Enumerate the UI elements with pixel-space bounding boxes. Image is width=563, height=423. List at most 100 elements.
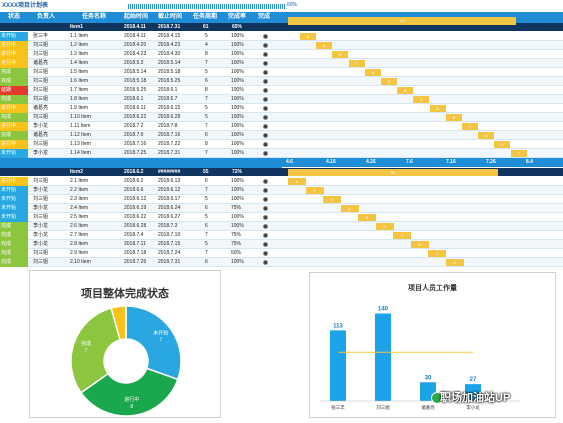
rate-cell: 100% — [231, 96, 244, 102]
table-row[interactable]: 延期 刘三姐 1.7 Item 2018.5.25 2018.6.1 8 100% 8 — [0, 86, 563, 95]
table-row[interactable]: 完成 李小龙 2.8 Item 2018.7.11 2018.7.15 5 75% 5 — [0, 240, 563, 249]
pie-slice[interactable] — [80, 367, 179, 417]
gantt-bar[interactable]: 5 — [410, 241, 429, 248]
table-row[interactable]: 完成 刘三姐 2.9 Item 2018.7.18 2018.7.24 7 50% 7 — [0, 249, 563, 258]
col-end[interactable]: 截止时间 — [158, 14, 183, 20]
col-status[interactable]: 状态 — [8, 14, 21, 20]
gantt-bar[interactable]: 6 — [445, 259, 464, 266]
gantt-bar[interactable]: 8 — [332, 51, 349, 58]
completion-icon — [263, 133, 268, 138]
owner-cell: 刘三姐 — [33, 250, 49, 256]
scale-tick-label: 8.4 — [526, 159, 533, 165]
gantt-bar[interactable]: 4 — [316, 42, 333, 49]
bar[interactable] — [375, 313, 391, 402]
bar[interactable] — [465, 384, 481, 401]
rate-cell: 100% — [231, 114, 244, 120]
table-row[interactable]: 进行中 刘三姐 1.13 Item 2018.7.16 2018.7.22 8 100% 8 — [0, 140, 563, 149]
task-cell: 2.7 Item — [70, 232, 89, 238]
gantt-bar[interactable]: 5 — [364, 69, 381, 76]
item2-summary-row[interactable]: Item2 2018.6.2 ######## 55 72% — [0, 168, 282, 176]
gantt-bar[interactable]: 5 — [358, 214, 376, 221]
pie-slice[interactable] — [110, 305, 127, 341]
col-start[interactable]: 起始时间 — [124, 14, 149, 20]
pie-slice[interactable] — [125, 305, 182, 381]
table-row[interactable]: 未开始 刘三姐 2.3 Item 2018.6.12 2018.6.17 5 100% 5 — [0, 195, 563, 204]
completion-icon — [263, 34, 268, 39]
gantt-bar[interactable]: 7 — [348, 60, 365, 67]
gantt-bar[interactable]: 5 — [300, 33, 316, 40]
days-cell: 7 — [205, 60, 208, 66]
item1-summary-bar[interactable]: 111 — [288, 17, 516, 25]
table-row[interactable]: 未开始 李小龙 1.14 Item 2018.7.25 2018.7.31 7 100% 7 — [0, 149, 563, 158]
owner-cell: 诸葛亮 — [33, 60, 49, 66]
gantt-bar[interactable]: 7 — [428, 250, 446, 257]
start-cell: 2018.6.22 — [124, 114, 147, 120]
bar[interactable] — [330, 330, 346, 401]
completion-icon — [263, 142, 268, 147]
task-cell: 1.7 Item — [70, 87, 89, 93]
gantt-bar[interactable]: 7 — [393, 232, 411, 239]
gantt-bar[interactable]: 8 — [494, 141, 511, 148]
gantt-bar[interactable]: 6 — [340, 205, 359, 212]
gantt-bar[interactable]: 7 — [510, 150, 527, 157]
table-row[interactable]: 完成 李小龙 2.6 Item 2018.6.28 2018.7.3 6 100% 6 — [0, 222, 563, 231]
status-cell: 进行中 — [0, 177, 28, 186]
status-cell: 进行中 — [0, 140, 28, 149]
gantt-bar[interactable]: 5 — [323, 196, 341, 203]
table-row[interactable]: 完成 刘三姐 1.6 Item 2018.5.18 2018.5.25 6 100% 6 — [0, 77, 563, 86]
gantt-bar[interactable]: 6 — [288, 178, 306, 185]
table-row[interactable]: 未开始 刘三姐 2.5 Item 2018.6.22 2018.6.27 5 100% 5 — [0, 213, 563, 222]
gantt-bar[interactable]: 6 — [478, 132, 495, 139]
gantt-bar[interactable]: 6 — [381, 78, 397, 85]
col-rate[interactable]: 完成率 — [228, 14, 247, 20]
col-done[interactable]: 完成 — [258, 14, 271, 20]
gantt-bar[interactable]: 8 — [397, 87, 414, 94]
item1-rate: 65% — [232, 24, 243, 30]
table-row[interactable]: 进行中 刘三姐 1.3 Item 2018.4.23 2018.4.30 8 100% 8 — [0, 50, 563, 59]
gantt-bar[interactable]: 7 — [413, 96, 430, 103]
table-row[interactable]: 进行中 李小龙 1.11 Item 2018.7.2 2018.7.8 7 100% 7 — [0, 122, 563, 131]
pie-slice[interactable] — [70, 307, 121, 394]
gantt-bar[interactable]: 6 — [375, 223, 394, 230]
col-duration[interactable]: 任务周期 — [193, 14, 218, 20]
item2-duration: 55 — [203, 169, 209, 175]
pie-slice-label: 未开始 — [153, 329, 168, 336]
table-row[interactable]: 完成 刘三姐 2.10 Item 2018.7.26 2018.7.31 6 100% 6 — [0, 258, 563, 267]
gantt-bar[interactable]: 5 — [445, 114, 462, 121]
table-row[interactable]: 完成 刘三姐 1.8 Item 2018.6.1 2018.6.7 7 100% 7 — [0, 95, 563, 104]
table-row[interactable]: 进行中 诸葛亮 1.4 Item 2018.5.3 2018.5.14 7 100% 7 — [0, 59, 563, 68]
status-cell: 完成 — [0, 68, 28, 77]
col-task[interactable]: 任务名称 — [82, 14, 107, 20]
task-cell: 1.14 Item — [70, 150, 91, 156]
task-cell: 1.13 Item — [70, 141, 91, 147]
end-cell: 2018.6.17 — [158, 196, 181, 202]
task-cell: 1.1 Item — [70, 33, 89, 39]
col-owner[interactable]: 负责人 — [37, 14, 56, 20]
table-row[interactable]: 完成 诸葛亮 1.12 Item 2018.7.9 2018.7.16 6 100% 6 — [0, 131, 563, 140]
gantt-bar[interactable]: 5 — [429, 105, 446, 112]
owner-cell: 李小龙 — [33, 232, 49, 238]
pie-chart-panel[interactable]: 项目整体完成状态 未开始 7 进行中 8 完成 7 — [29, 270, 221, 418]
table-row[interactable]: 完成 刘三姐 1.5 Item 2018.5.14 2018.5.18 5 100% 5 — [0, 68, 563, 77]
table-row[interactable]: 完成 刘三姐 1.10 Item 2018.6.22 2018.6.28 5 100% 5 — [0, 113, 563, 122]
table-row[interactable]: 完成 李小龙 2.7 Item 2018.7.4 2018.7.10 7 75% 7 — [0, 231, 563, 240]
table-row[interactable]: 进行中 诸葛亮 1.9 Item 2018.6.11 2018.6.15 5 100% 5 — [0, 104, 563, 113]
gantt-bar[interactable]: 7 — [462, 123, 478, 130]
table-row[interactable]: 未开始 张三丰 1.1 Item 2018.4.11 2018.4.15 5 100% 5 — [0, 32, 563, 41]
task-cell: 1.12 Item — [70, 132, 91, 138]
table-row[interactable]: 未开始 李小龙 2.2 Item 2018.6.6 2018.6.12 7 100% 7 — [0, 186, 563, 195]
task-cell: 2.3 Item — [70, 196, 89, 202]
table-row[interactable]: 未开始 李小龙 2.4 Item 2018.6.19 2018.6.24 6 75% 6 — [0, 204, 563, 213]
table-row[interactable]: 进行中 刘三姐 2.1 Item 2018.6.2 2018.6.13 6 100% 6 — [0, 177, 563, 186]
item1-duration: 61 — [203, 24, 209, 30]
completion-icon — [263, 215, 268, 220]
gantt-bar[interactable]: 7 — [305, 187, 324, 194]
item2-summary-bar[interactable]: 55 — [288, 169, 498, 176]
table-row[interactable]: 进行中 刘三姐 1.2 Item 2018.4.20 2018.4.23 4 100% 4 — [0, 41, 563, 50]
item1-summary-row[interactable]: Item1 2018.4.11 2018.7.31 61 65% — [0, 23, 282, 31]
section2-header-row — [0, 157, 282, 168]
status-cell: 延期 — [0, 86, 28, 95]
status-cell: 未开始 — [0, 213, 28, 222]
